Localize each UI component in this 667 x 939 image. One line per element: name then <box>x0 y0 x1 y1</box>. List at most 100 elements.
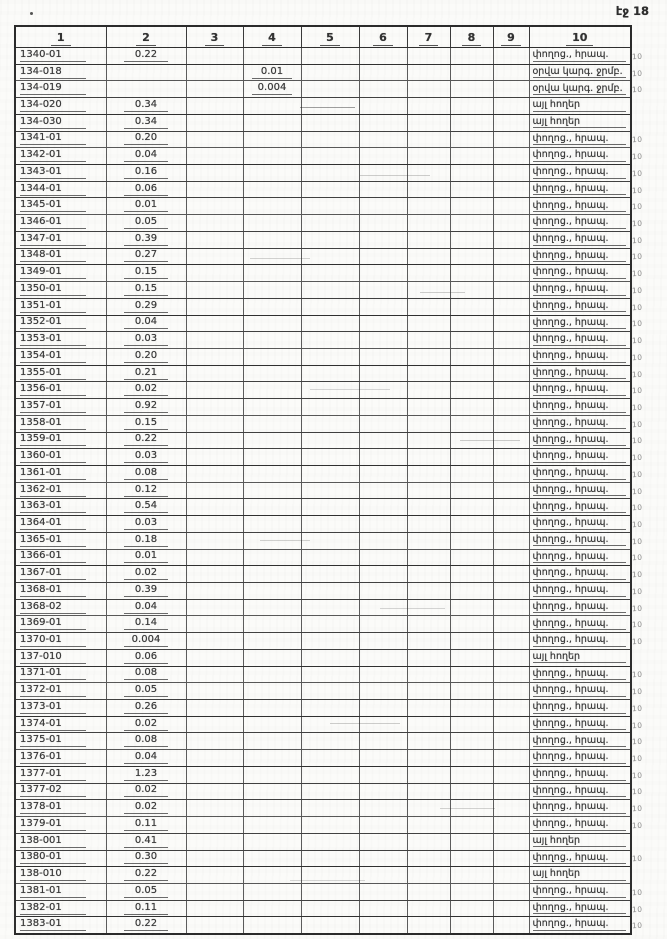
cell-col7 <box>406 197 451 216</box>
cell-col10: փողոց., հրապ. <box>528 749 632 767</box>
cell-col6 <box>358 297 408 316</box>
margin-mark-cell: 10 <box>631 566 661 583</box>
cell-col4 <box>242 331 302 349</box>
table-row: 1346-01 0.05 փողոց., հրապ. 10 <box>14 214 661 232</box>
cell-col5 <box>300 749 360 767</box>
cell-col8 <box>449 331 494 349</box>
cell-col8 <box>449 548 494 567</box>
cell-col7 <box>406 297 451 316</box>
margin-mark-cell: 10 <box>631 265 661 282</box>
cell-col7 <box>406 799 451 818</box>
cell-col10: փողոց., հրապ. <box>528 849 632 868</box>
cell-col2: 0.20 <box>105 130 187 149</box>
cell-col8 <box>449 347 494 366</box>
cell-col1: 1373-01 <box>14 699 107 717</box>
cell-col5 <box>300 197 360 216</box>
cell-col7 <box>406 464 451 483</box>
cell-col4 <box>242 247 302 266</box>
cell-col2: 0.39 <box>105 582 187 600</box>
table-row: 1355-01 0.21 փողոց., հրապ. 10 <box>14 364 661 383</box>
cell-col8 <box>449 314 494 333</box>
cell-col10: փողոց., հրապ. <box>528 598 632 617</box>
cell-col6 <box>358 464 408 483</box>
table-body: 1340-01 0.22 փողոց., հրապ. 10 134-018 0.01 օրվ… <box>14 47 661 935</box>
cell-col8 <box>449 916 494 935</box>
cell-col1: 1371-01 <box>14 665 107 684</box>
margin-mark-cell: 10 <box>631 298 661 315</box>
cell-col9 <box>492 849 530 868</box>
cell-col1: 137-010 <box>14 648 107 667</box>
cell-col9 <box>492 816 530 834</box>
cell-col6 <box>358 230 408 249</box>
table-row: 1344-01 0.06 փողոց., հրապ. 10 <box>14 180 661 199</box>
cell-col2: 0.12 <box>105 481 187 500</box>
margin-mark-cell: 10 <box>631 516 661 533</box>
cell-col8 <box>449 648 494 667</box>
cell-col7 <box>406 113 451 132</box>
cell-col4 <box>242 849 302 868</box>
cell-col5 <box>300 916 360 935</box>
table-row: 1366-01 0.01 փողոց., հրապ. 10 <box>14 548 661 567</box>
cell-col6 <box>358 47 408 65</box>
cell-col3 <box>185 749 244 767</box>
cell-col9 <box>492 682 530 701</box>
cell-col9 <box>492 180 530 199</box>
cell-col5 <box>300 699 360 717</box>
cell-col1: 1347-01 <box>14 230 107 249</box>
cell-col1: 1349-01 <box>14 264 107 283</box>
cell-col2: 0.22 <box>105 916 187 935</box>
margin-mark-cell <box>631 114 661 131</box>
cell-col6 <box>358 130 408 149</box>
cell-col8 <box>449 699 494 717</box>
cell-col10: փողոց., հրապ. <box>528 147 632 166</box>
cell-col6 <box>358 281 408 299</box>
cell-col7 <box>406 565 451 583</box>
cell-col6 <box>358 164 408 182</box>
cell-col10: փողոց., հրապ. <box>528 164 632 182</box>
cell-col10: փողոց., հրապ. <box>528 297 632 316</box>
cell-col6 <box>358 715 408 734</box>
cell-col2: 0.08 <box>105 464 187 483</box>
table-row: 1362-01 0.12 փողոց., հրապ. 10 <box>14 481 661 500</box>
cell-col6 <box>358 147 408 166</box>
margin-mark: 10 <box>631 620 643 630</box>
cell-col8 <box>449 498 494 517</box>
cell-col3 <box>185 648 244 667</box>
cell-col1: 1354-01 <box>14 347 107 366</box>
cell-col6 <box>358 180 408 199</box>
cell-col1: 1369-01 <box>14 615 107 634</box>
margin-mark-cell: 10 <box>631 900 661 917</box>
cell-col3 <box>185 364 244 383</box>
cell-col9 <box>492 832 530 851</box>
cell-col5 <box>300 515 360 533</box>
cell-col6 <box>358 732 408 751</box>
cell-col10: փողոց., հրապ. <box>528 615 632 634</box>
margin-mark: 10 <box>631 352 643 363</box>
cell-col2: 0.02 <box>105 715 187 734</box>
cell-col5 <box>300 230 360 249</box>
cell-col1: 1362-01 <box>14 481 107 500</box>
cell-col8 <box>449 832 494 851</box>
cell-col2: 0.01 <box>105 197 187 216</box>
cell-col6 <box>358 699 408 717</box>
margin-mark-cell: 10 <box>631 198 661 215</box>
cell-col10: փողոց., հրապ. <box>528 699 632 717</box>
cell-col8 <box>449 866 494 884</box>
cell-col9 <box>492 197 530 216</box>
margin-mark: 10 <box>631 268 643 279</box>
cell-col7 <box>406 314 451 333</box>
cell-col6 <box>358 899 408 918</box>
cell-col8 <box>449 247 494 266</box>
cell-col9 <box>492 364 530 383</box>
cell-col6 <box>358 481 408 500</box>
cell-col1: 134-018 <box>14 63 107 82</box>
cell-col8 <box>449 381 494 400</box>
cell-col10: փողոց., հրապ. <box>528 548 632 567</box>
margin-mark-cell: 10 <box>631 700 661 717</box>
margin-mark: 10 <box>631 787 643 797</box>
cell-col4 <box>242 297 302 316</box>
cell-col8 <box>449 849 494 868</box>
cell-col4 <box>242 113 302 132</box>
cell-col6 <box>358 615 408 634</box>
table-row: 1375-01 0.08 փողոց., հրապ. 10 <box>14 732 661 751</box>
